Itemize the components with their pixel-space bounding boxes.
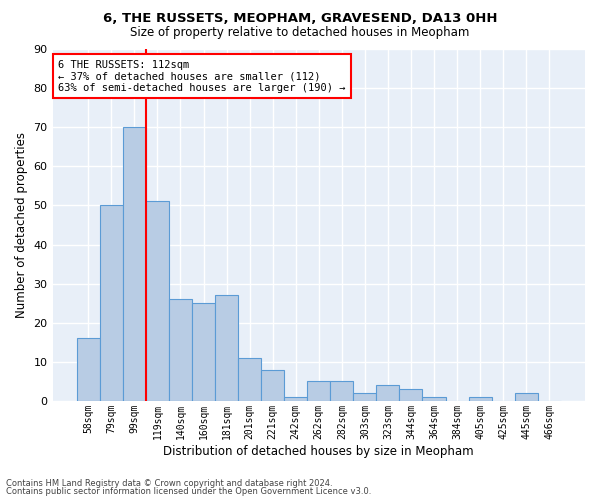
Text: Contains public sector information licensed under the Open Government Licence v3: Contains public sector information licen… bbox=[6, 487, 371, 496]
Bar bbox=[238, 358, 261, 401]
Text: 6 THE RUSSETS: 112sqm
← 37% of detached houses are smaller (112)
63% of semi-det: 6 THE RUSSETS: 112sqm ← 37% of detached … bbox=[58, 60, 346, 93]
Bar bbox=[215, 296, 238, 401]
Bar bbox=[330, 382, 353, 401]
X-axis label: Distribution of detached houses by size in Meopham: Distribution of detached houses by size … bbox=[163, 444, 474, 458]
Bar bbox=[353, 393, 376, 401]
Text: Size of property relative to detached houses in Meopham: Size of property relative to detached ho… bbox=[130, 26, 470, 39]
Bar bbox=[469, 397, 491, 401]
Bar bbox=[77, 338, 100, 401]
Bar bbox=[307, 382, 330, 401]
Text: 6, THE RUSSETS, MEOPHAM, GRAVESEND, DA13 0HH: 6, THE RUSSETS, MEOPHAM, GRAVESEND, DA13… bbox=[103, 12, 497, 26]
Bar bbox=[123, 127, 146, 401]
Bar bbox=[284, 397, 307, 401]
Bar bbox=[261, 370, 284, 401]
Text: Contains HM Land Registry data © Crown copyright and database right 2024.: Contains HM Land Registry data © Crown c… bbox=[6, 478, 332, 488]
Bar bbox=[192, 303, 215, 401]
Bar bbox=[100, 206, 123, 401]
Bar bbox=[146, 202, 169, 401]
Bar bbox=[376, 386, 400, 401]
Y-axis label: Number of detached properties: Number of detached properties bbox=[15, 132, 28, 318]
Bar bbox=[515, 393, 538, 401]
Bar bbox=[169, 300, 192, 401]
Bar bbox=[422, 397, 446, 401]
Bar bbox=[400, 389, 422, 401]
